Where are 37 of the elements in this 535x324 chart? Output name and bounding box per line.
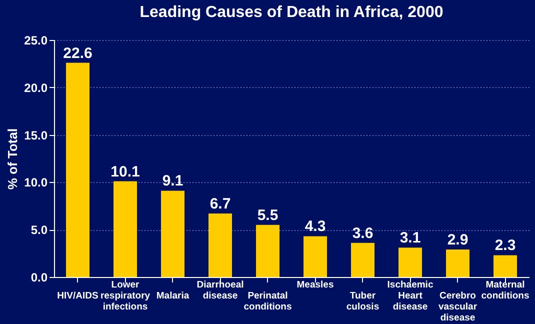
bar bbox=[256, 224, 280, 277]
y-axis-title: % of Total bbox=[5, 128, 20, 190]
chart-title: Leading Causes of Death in Africa, 2000 bbox=[140, 4, 444, 21]
x-tick-label: Lower respiratory infections bbox=[100, 280, 151, 312]
bar bbox=[66, 62, 90, 277]
x-tick-label: Maternal conditions bbox=[481, 280, 530, 302]
x-tick-label: Malaria bbox=[156, 290, 190, 302]
data-label: 4.3 bbox=[304, 218, 326, 236]
data-label: 10.1 bbox=[110, 163, 140, 180]
bar bbox=[350, 242, 375, 277]
data-label: 2.3 bbox=[494, 237, 516, 254]
data-label: 3.6 bbox=[352, 224, 374, 242]
bar bbox=[208, 213, 232, 277]
data-label: 3.1 bbox=[400, 230, 421, 247]
bar bbox=[113, 181, 138, 277]
bar bbox=[398, 248, 422, 277]
y-tick-label: 10.0 bbox=[24, 176, 48, 190]
x-tick-label: Cerebro vascular disease bbox=[438, 290, 478, 324]
y-tick-label: 20.0 bbox=[24, 80, 48, 95]
data-label: 6.7 bbox=[210, 195, 231, 212]
bar bbox=[493, 255, 518, 277]
y-tick-label: 5.0 bbox=[30, 223, 48, 238]
x-tick-label: Tuber culosis bbox=[346, 290, 380, 312]
data-label: 22.6 bbox=[63, 44, 92, 62]
data-label: 2.9 bbox=[447, 232, 468, 249]
x-tick-label: Perinatal conditions bbox=[244, 290, 292, 312]
y-tick-label: 0.0 bbox=[30, 270, 48, 284]
bar bbox=[303, 236, 328, 277]
bar bbox=[446, 250, 470, 277]
data-label: 9.1 bbox=[162, 172, 184, 190]
bar bbox=[160, 190, 185, 277]
y-tick-label: 15.0 bbox=[24, 128, 48, 142]
x-tick-label: Measles bbox=[296, 280, 334, 290]
data-label: 5.5 bbox=[257, 206, 278, 224]
x-tick-label: HIV/AIDS bbox=[57, 290, 98, 302]
y-tick-label: 25.0 bbox=[24, 34, 48, 48]
x-tick-label: Ischaemic Heart disease bbox=[387, 280, 434, 312]
